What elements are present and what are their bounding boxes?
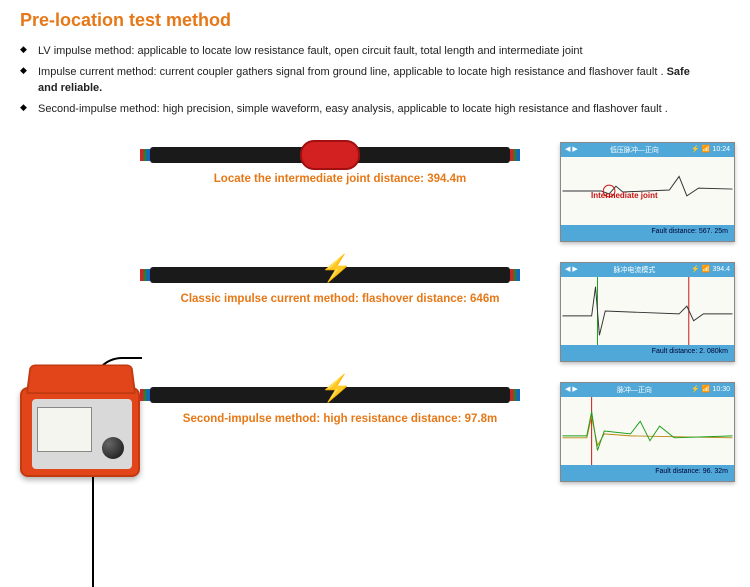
bullet-list: LV impulse method: applicable to locate …	[20, 43, 730, 117]
wave-hdr-left: ◀ ▶	[565, 145, 578, 155]
cable-row-3: ⚡ Second-impulse method: high resistance…	[140, 387, 540, 425]
device-panel	[32, 399, 132, 469]
wave-body: Intermediate joint	[561, 157, 734, 225]
wave-body	[561, 277, 734, 345]
intermediate-joint-label: Intermediate joint	[591, 191, 658, 200]
cable-icon	[150, 147, 510, 163]
waveform-screenshot-2: ◀ ▶ 脉冲电流模式 ⚡ 📶 394.4 Fault distance: 2. …	[560, 262, 735, 362]
wave-footer: Fault distance: 96. 32m	[561, 465, 734, 481]
wave-header: ◀ ▶ 低压脉冲—正向 ⚡ 📶 10:24	[561, 143, 734, 157]
bullet-text: Impulse current method: current coupler …	[38, 66, 667, 78]
device-screen	[37, 407, 92, 452]
cable-icon: ⚡	[150, 267, 510, 283]
bullet-item: Impulse current method: current coupler …	[20, 64, 690, 97]
wave-footer: Fault distance: 567. 25m	[561, 225, 734, 241]
wave-footer: Fault distance: 2. 080km	[561, 345, 734, 361]
wave-svg	[561, 277, 734, 345]
waveform-screenshot-3: ◀ ▶ 脉冲—正向 ⚡ 📶 10:30 Fault distance: 96. …	[560, 382, 735, 482]
wave-hdr-right: ⚡ 📶 10:24	[691, 145, 730, 155]
flashover-bolt-icon: ⚡	[320, 373, 352, 404]
flashover-bolt-icon: ⚡	[320, 253, 352, 284]
wave-header: ◀ ▶ 脉冲电流模式 ⚡ 📶 394.4	[561, 263, 734, 277]
cable-caption: Locate the intermediate joint distance: …	[140, 173, 540, 185]
wave-body	[561, 397, 734, 465]
wave-svg	[561, 397, 734, 465]
wave-hdr-right: ⚡ 📶 394.4	[691, 265, 730, 275]
wave-hdr-mid: 脉冲—正向	[617, 385, 652, 395]
device-lid	[26, 364, 136, 394]
cable-caption: Classic impulse current method: flashove…	[140, 293, 540, 305]
fault-locator-device	[10, 367, 150, 487]
cable-row-1: Locate the intermediate joint distance: …	[140, 147, 540, 185]
wave-hdr-mid: 低压脉冲—正向	[610, 145, 659, 155]
device-case	[20, 387, 140, 477]
cable-row-2: ⚡ Classic impulse current method: flasho…	[140, 267, 540, 305]
waveform-screenshot-1: ◀ ▶ 低压脉冲—正向 ⚡ 📶 10:24 Intermediate joint…	[560, 142, 735, 242]
diagram-area: Locate the intermediate joint distance: …	[20, 137, 730, 497]
device-knob	[102, 437, 124, 459]
intermediate-joint-icon	[300, 140, 360, 170]
wave-hdr-mid: 脉冲电流模式	[613, 265, 655, 275]
bullet-item: Second-impulse method: high precision, s…	[20, 101, 690, 118]
page-title: Pre-location test method	[20, 10, 730, 31]
cable-caption: Second-impulse method: high resistance d…	[140, 413, 540, 425]
wave-hdr-right: ⚡ 📶 10:30	[691, 385, 730, 395]
bullet-item: LV impulse method: applicable to locate …	[20, 43, 690, 60]
wave-hdr-left: ◀ ▶	[565, 265, 578, 275]
wave-header: ◀ ▶ 脉冲—正向 ⚡ 📶 10:30	[561, 383, 734, 397]
wave-hdr-left: ◀ ▶	[565, 385, 578, 395]
cable-icon: ⚡	[150, 387, 510, 403]
